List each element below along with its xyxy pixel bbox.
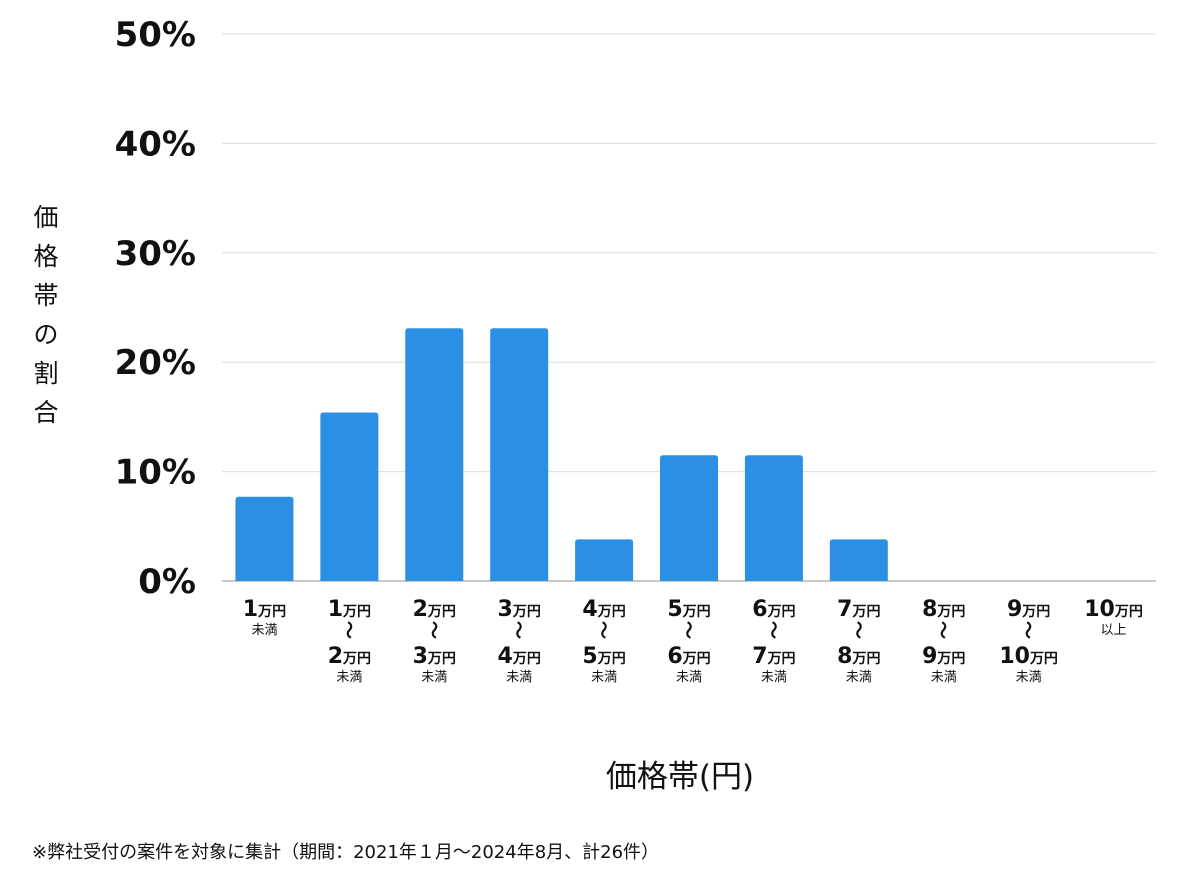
category-qualifier: 未満 xyxy=(591,670,617,685)
category-amount: 10万円 xyxy=(1084,597,1143,622)
category-amount: 7万円 xyxy=(752,644,795,669)
bar xyxy=(744,455,803,581)
y-tick-label: 20% xyxy=(115,343,196,383)
category-amount: 6万円 xyxy=(752,597,795,622)
bar xyxy=(405,328,464,581)
category-qualifier: 未満 xyxy=(931,670,957,685)
bar xyxy=(490,328,549,581)
category-amount: 2万円 xyxy=(413,597,456,622)
bar xyxy=(660,455,718,581)
category-amount: 5万円 xyxy=(582,644,625,669)
category-qualifier: 未満 xyxy=(506,670,532,685)
x-axis-categories: 1万円未満1万円〜2万円未満2万円〜3万円未満3万円〜4万円未満4万円〜5万円未… xyxy=(243,597,1143,685)
category-qualifier: 未満 xyxy=(336,670,362,685)
category-range-mark: 〜 xyxy=(337,621,358,639)
category-qualifier: 未満 xyxy=(761,670,787,685)
y-axis-label-char: 合 xyxy=(33,398,58,427)
category-amount: 6万円 xyxy=(667,644,710,669)
y-tick-label: 10% xyxy=(115,453,196,493)
category-amount: 2万円 xyxy=(328,644,371,669)
category-amount: 9万円 xyxy=(1007,597,1050,622)
category-range-mark: 〜 xyxy=(592,621,613,639)
y-axis-label-char: 帯 xyxy=(33,281,58,310)
y-axis-label-char: の xyxy=(33,320,58,349)
category-amount: 1万円 xyxy=(243,597,286,622)
category-range-mark: 〜 xyxy=(1017,621,1038,639)
category-range-mark: 〜 xyxy=(932,621,953,639)
category-range-mark: 〜 xyxy=(507,621,528,639)
y-tick-label: 50% xyxy=(115,15,196,55)
y-axis-ticks: 0% 10% 20% 30% 40% 50% xyxy=(115,15,196,602)
category-amount: 3万円 xyxy=(413,644,456,669)
bar xyxy=(235,496,294,581)
x-axis-label: 価格帯(円) xyxy=(606,759,754,795)
category-range-mark: 〜 xyxy=(762,621,783,639)
category-range-mark: 〜 xyxy=(677,621,698,639)
bar-chart: 0%10%20%30%40%50% 1万円未満1万円〜2万円未満2万円〜3万円未… xyxy=(33,15,1156,795)
y-tick-label: 0% xyxy=(138,562,196,602)
category-amount: 4万円 xyxy=(582,597,625,622)
bars xyxy=(235,328,888,581)
category-qualifier: 未満 xyxy=(251,623,277,638)
category-range-mark: 〜 xyxy=(422,621,443,639)
y-axis-label-char: 格 xyxy=(33,242,58,271)
category-amount: 5万円 xyxy=(667,597,710,622)
category-qualifier: 未満 xyxy=(421,670,447,685)
category-amount: 3万円 xyxy=(498,597,541,622)
category-amount: 10万円 xyxy=(999,644,1058,669)
bar xyxy=(320,412,379,581)
category-amount: 9万円 xyxy=(922,644,965,669)
bar xyxy=(829,539,888,581)
category-amount: 8万円 xyxy=(922,597,965,622)
category-qualifier: 未満 xyxy=(1016,670,1042,685)
y-axis-label-char: 割 xyxy=(33,359,58,388)
y-tick-label: 40% xyxy=(115,124,196,164)
y-tick-label: 30% xyxy=(115,234,196,274)
footnote: ※弊社受付の案件を対象に集計（期間：2021年１月〜2024年8月、計26件） xyxy=(32,842,660,863)
category-amount: 1万円 xyxy=(328,597,371,622)
category-range-mark: 〜 xyxy=(847,621,868,639)
category-amount: 4万円 xyxy=(498,644,541,669)
category-qualifier: 未満 xyxy=(846,670,872,685)
category-amount: 7万円 xyxy=(837,597,880,622)
category-qualifier: 未満 xyxy=(676,670,702,685)
bar xyxy=(575,539,634,581)
category-qualifier: 以上 xyxy=(1101,623,1127,638)
category-amount: 8万円 xyxy=(837,644,880,669)
y-axis-label-char: 価 xyxy=(33,203,58,232)
